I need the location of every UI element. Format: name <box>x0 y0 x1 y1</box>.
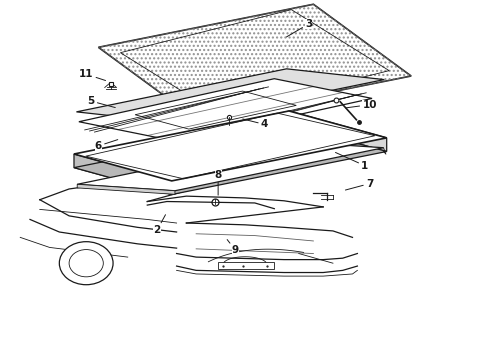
Bar <box>218 262 274 269</box>
Text: 9: 9 <box>227 239 239 255</box>
Text: 1: 1 <box>336 152 368 171</box>
Polygon shape <box>76 69 384 123</box>
Polygon shape <box>74 111 387 181</box>
Text: 11: 11 <box>79 69 105 81</box>
Polygon shape <box>74 154 172 194</box>
Polygon shape <box>289 111 387 152</box>
Ellipse shape <box>69 249 103 277</box>
Text: 5: 5 <box>87 96 115 108</box>
Polygon shape <box>98 4 411 119</box>
Text: 3: 3 <box>287 19 312 37</box>
Polygon shape <box>74 125 387 194</box>
Ellipse shape <box>59 242 113 285</box>
Text: 10: 10 <box>345 100 377 110</box>
Text: 6: 6 <box>95 140 118 151</box>
Polygon shape <box>77 184 175 194</box>
Text: 8: 8 <box>215 170 222 195</box>
Text: 2: 2 <box>153 215 166 235</box>
Text: 7: 7 <box>345 179 373 190</box>
Text: 4: 4 <box>243 119 268 129</box>
Polygon shape <box>79 79 372 141</box>
Polygon shape <box>77 141 384 191</box>
